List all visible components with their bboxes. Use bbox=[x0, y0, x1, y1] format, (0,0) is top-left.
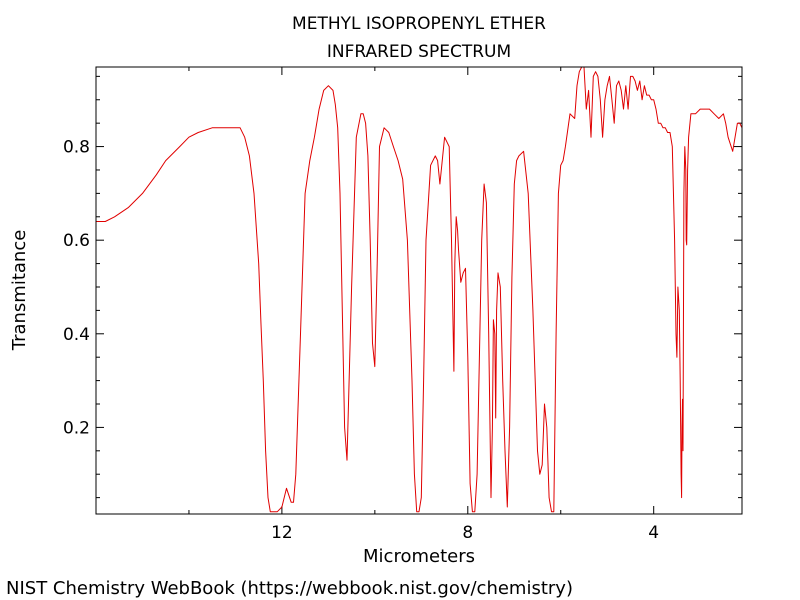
x-axis-label: Micrometers bbox=[363, 546, 475, 567]
x-tick-label: 8 bbox=[462, 523, 473, 543]
chart-title: METHYL ISOPROPENYL ETHER bbox=[292, 14, 546, 34]
y-tick-label: 0.8 bbox=[63, 138, 90, 158]
y-tick-label: 0.6 bbox=[63, 231, 90, 251]
y-axis: 0.2 0.4 0.6 0.8 bbox=[63, 75, 742, 499]
chart-subtitle: INFRARED SPECTRUM bbox=[327, 42, 511, 62]
x-axis: 12 8 4 bbox=[188, 67, 659, 543]
spectrum-line bbox=[96, 66, 743, 513]
plot-frame bbox=[95, 66, 743, 515]
plot-area bbox=[96, 66, 743, 513]
y-tick-label: 0.2 bbox=[63, 418, 90, 438]
y-tick-label: 0.4 bbox=[63, 325, 90, 345]
footer-credit: NIST Chemistry WebBook (https://webbook.… bbox=[6, 578, 573, 599]
x-tick-label: 4 bbox=[648, 523, 659, 543]
y-axis-label: Transmitance bbox=[9, 230, 30, 352]
x-tick-label: 12 bbox=[271, 523, 293, 543]
